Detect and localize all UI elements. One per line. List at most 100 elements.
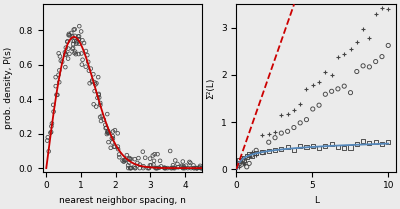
Point	[341, 52, 348, 55]
Point	[172, 159, 178, 162]
Point	[104, 131, 111, 135]
Point	[372, 12, 379, 16]
Point	[148, 164, 154, 167]
Point	[64, 40, 70, 43]
Point	[126, 157, 133, 161]
Point	[97, 101, 104, 105]
Point	[56, 52, 62, 55]
Point	[57, 55, 63, 58]
Point	[354, 143, 360, 146]
Point	[96, 96, 102, 99]
Point	[187, 161, 194, 165]
Point	[116, 155, 122, 159]
Point	[322, 93, 328, 96]
Point	[161, 166, 168, 170]
Point	[97, 115, 103, 119]
Point	[78, 52, 85, 55]
Point	[379, 6, 385, 10]
Point	[144, 166, 151, 170]
Point	[341, 84, 348, 88]
Point	[74, 41, 80, 44]
Point	[78, 30, 84, 33]
Point	[236, 159, 243, 162]
Point	[105, 131, 112, 134]
Point	[70, 39, 76, 42]
Point	[132, 166, 138, 170]
Point	[253, 153, 259, 156]
X-axis label: L: L	[314, 196, 319, 205]
Point	[98, 114, 105, 118]
Point	[372, 60, 379, 63]
Point	[322, 70, 328, 74]
Point	[180, 160, 186, 163]
Point	[241, 163, 248, 166]
Point	[92, 89, 98, 93]
Point	[98, 119, 104, 123]
Point	[110, 135, 116, 138]
Point	[62, 51, 68, 54]
Point	[172, 166, 178, 170]
Point	[79, 39, 86, 42]
Point	[112, 145, 118, 148]
Point	[52, 75, 59, 79]
Point	[93, 82, 100, 85]
Point	[180, 165, 187, 168]
Point	[73, 42, 80, 45]
Point	[69, 47, 76, 50]
Point	[55, 73, 62, 76]
Point	[109, 141, 116, 144]
Point	[73, 39, 80, 43]
Point	[106, 131, 112, 135]
Point	[47, 131, 54, 134]
Point	[303, 118, 310, 121]
Point	[93, 105, 99, 108]
Point	[366, 36, 372, 39]
Point	[259, 150, 266, 154]
Point	[291, 109, 297, 112]
Point	[246, 153, 252, 156]
Point	[86, 69, 92, 72]
Point	[183, 164, 189, 167]
Point	[64, 40, 71, 43]
Point	[379, 142, 385, 145]
Point	[66, 33, 72, 37]
Point	[140, 150, 146, 153]
Point	[244, 155, 250, 158]
Point	[56, 80, 62, 84]
Point	[284, 130, 291, 133]
Point	[328, 90, 335, 93]
Point	[127, 166, 133, 170]
Point	[191, 166, 198, 170]
Point	[65, 47, 72, 50]
Point	[54, 93, 61, 97]
Point	[152, 166, 159, 170]
Point	[53, 93, 60, 97]
Point	[198, 166, 204, 170]
Point	[341, 146, 348, 150]
Point	[88, 67, 94, 70]
Point	[97, 103, 104, 107]
Point	[86, 82, 93, 85]
Point	[46, 150, 52, 153]
Point	[157, 159, 163, 163]
Point	[316, 80, 322, 83]
Point	[76, 34, 82, 38]
Point	[83, 49, 89, 53]
Point	[66, 32, 72, 36]
Point	[297, 121, 303, 125]
Point	[81, 41, 87, 45]
Point	[266, 149, 272, 153]
Point	[174, 162, 181, 166]
Point	[89, 79, 95, 82]
Point	[92, 83, 98, 86]
Point	[196, 166, 203, 169]
Point	[59, 60, 66, 64]
Point	[161, 166, 168, 169]
Point	[199, 166, 205, 170]
Point	[150, 163, 157, 166]
Point	[94, 96, 101, 99]
Point	[72, 34, 78, 38]
Point	[63, 52, 69, 56]
Point	[66, 34, 73, 37]
Point	[50, 103, 56, 107]
